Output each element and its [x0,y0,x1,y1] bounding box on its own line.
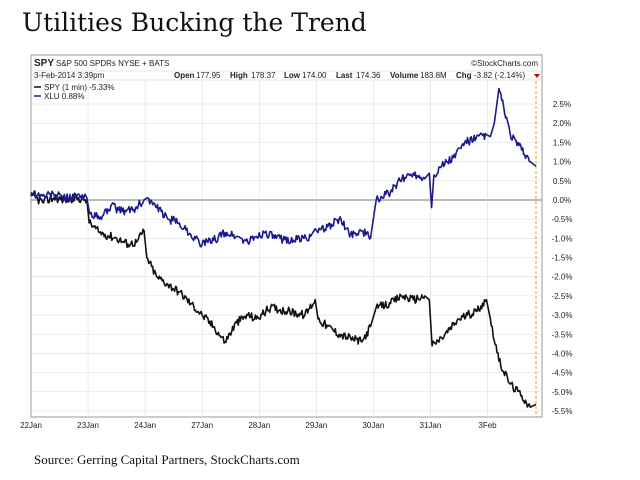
chg-value: -3.82 (-2.14%) [474,71,525,80]
x-tick-label: 23Jan [77,421,99,430]
low-value: 174.00 [302,71,327,80]
y-tick-label: 0.0% [553,196,571,205]
spy-series-line [30,192,537,409]
volume-value: 183.8M [420,71,447,80]
y-tick-label: 1.0% [553,158,571,167]
y-tick-label: -4.5% [552,369,573,378]
chart-frame [30,54,543,418]
y-tick-label: -0.5% [552,215,573,224]
grid-lines [31,81,542,417]
y-tick-label: -3.5% [552,330,573,339]
y-tick-label: -2.5% [552,292,573,301]
y-axis-ticks: 2.5% 2.0% 1.5% 1.0% 0.5% 0.0% -0.5% -1.0% -1.5% -… [552,100,573,416]
down-triangle-icon [534,74,540,78]
y-tick-label: -5.0% [552,388,573,397]
x-tick-label: 22Jan [20,421,42,430]
xlu-series-line [30,87,537,248]
last-value: 174.36 [356,71,381,80]
y-tick-label: 2.0% [553,119,571,128]
open-label: Open [174,71,195,80]
symbol-description: S&P 500 SPDRs NYSE + BATS [56,59,169,68]
legend-label-spy: SPY (1 min) -5.33% [44,83,115,92]
y-tick-label: -5.5% [552,407,573,416]
x-tick-label: 24Jan [134,421,156,430]
high-value: 178.37 [251,71,276,80]
symbol-label: SPY [34,58,54,69]
last-label: Last [336,71,353,80]
chg-label: Chg [456,71,472,80]
y-tick-label: -1.0% [552,234,573,243]
y-tick-label: 1.5% [553,138,571,147]
x-tick-label: 30Jan [362,421,384,430]
x-tick-label: 3Feb [478,421,497,430]
series-lines [30,87,537,409]
y-tick-label: -4.0% [552,349,573,358]
low-label: Low [284,71,301,80]
source-caption: Source: Gerring Capital Partners, StockC… [34,452,300,467]
chart-date: 3-Feb-2014 3:39pm [34,71,105,80]
y-tick-label: 2.5% [553,100,571,109]
x-tick-label: 29Jan [305,421,327,430]
open-value: 177.95 [196,71,221,80]
x-axis-ticks: 22Jan 23Jan 24Jan 27Jan 28Jan 29Jan 30Jan 31Jan… [20,421,497,430]
y-tick-label: 0.5% [553,177,571,186]
y-tick-label: -1.5% [552,254,573,263]
volume-label: Volume [390,71,419,80]
x-tick-label: 28Jan [248,421,270,430]
x-tick-label: 31Jan [420,421,442,430]
y-tick-label: -2.0% [552,273,573,282]
stockcharts-watermark: ©StockCharts.com [471,59,538,68]
x-tick-label: 27Jan [191,421,213,430]
high-label: High [230,71,248,80]
legend-label-xlu: XLU 0.88% [44,92,84,101]
y-tick-label: -3.0% [552,311,573,320]
page-title: Utilities Bucking the Trend [22,8,367,37]
